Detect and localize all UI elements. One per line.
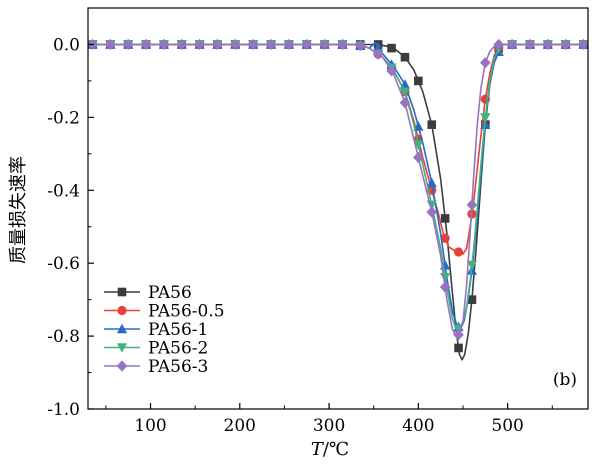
data-point-pa56-0-5-21 — [440, 233, 450, 243]
data-point-pa56-2-19 — [413, 140, 424, 151]
x-tick-label-400: 400 — [402, 416, 434, 436]
data-point-pa56-18 — [400, 52, 410, 62]
data-point-pa56-3-13 — [319, 38, 330, 51]
data-point-pa56-3-28 — [542, 38, 554, 51]
data-point-pa56-3-21 — [439, 281, 451, 293]
data-point-pa56-3-8 — [230, 38, 241, 51]
data-point-pa56-2-24 — [480, 113, 491, 123]
data-point-pa56-3-10 — [265, 38, 277, 51]
data-point-pa56-3-14 — [337, 38, 348, 51]
data-point-pa56-19 — [414, 76, 423, 86]
data-point-pa56-3-6 — [194, 38, 205, 51]
data-point-pa56-17 — [387, 43, 396, 53]
legend-marker-pa56-3 — [116, 360, 128, 372]
data-point-pa56-3-1 — [105, 38, 116, 51]
legend-item-pa56-3: PA56-3 — [104, 357, 208, 377]
x-tick-label-200: 200 — [224, 416, 256, 436]
data-point-pa56-0-5-22 — [453, 247, 464, 257]
legend-item-pa56-2: PA56-2 — [104, 339, 208, 359]
data-point-pa56-3-9 — [247, 38, 259, 51]
legend-label-pa56-1: PA56-1 — [148, 320, 208, 340]
data-point-pa56-23 — [467, 295, 477, 304]
y-tick-label-2: -0.4 — [47, 181, 80, 201]
data-point-pa56-21 — [440, 214, 450, 223]
legend-label-pa56-3: PA56-3 — [148, 357, 208, 377]
data-point-pa56-3-17 — [386, 65, 397, 77]
series-layer — [88, 38, 588, 361]
data-point-pa56-20 — [427, 120, 437, 129]
data-point-pa56-3-23 — [466, 199, 478, 211]
data-point-pa56-3-19 — [413, 151, 424, 164]
data-point-pa56-1-16 — [373, 41, 384, 52]
data-point-pa56-3-29 — [560, 38, 571, 51]
legend-label-pa56: PA56 — [148, 283, 192, 303]
axes-layer: 100 200 300 400 500 0.0 -0.2 -0.4 -0.6 -0.8 -1.0 — [47, 7, 589, 436]
data-point-pa56-2-21 — [440, 272, 451, 283]
panel-label: (b) — [553, 370, 577, 390]
y-tick-label-4: -0.8 — [47, 327, 80, 347]
data-point-pa56-3-27 — [524, 38, 536, 51]
y-tick-label-3: -0.6 — [47, 254, 80, 274]
data-point-pa56-3-16 — [372, 48, 384, 60]
legend-marker-pa56 — [117, 287, 127, 297]
y-tick-label-0: 0.0 — [53, 35, 80, 55]
data-point-pa56-3-12 — [301, 38, 313, 51]
data-point-pa56-3-25 — [493, 38, 505, 51]
data-point-pa56-3-7 — [212, 38, 223, 51]
legend-label-pa56-2: PA56-2 — [148, 339, 208, 359]
x-tick-label-100: 100 — [134, 416, 166, 436]
plot-area — [88, 8, 588, 409]
y-tick-label-5: -1.0 — [47, 400, 80, 420]
data-point-pa56-1-19 — [413, 121, 424, 131]
data-point-pa56-3-3 — [140, 38, 152, 51]
data-point-pa56-22 — [454, 343, 463, 353]
x-axis-label: T/℃ — [311, 439, 349, 460]
legend-marker-pa56-1 — [116, 323, 128, 334]
data-point-pa56-2-18 — [399, 87, 411, 98]
y-tick-label-1: -0.2 — [47, 108, 80, 128]
data-point-pa56-3-11 — [283, 38, 295, 51]
data-point-pa56-1-20 — [426, 177, 437, 188]
x-tick-label-300: 300 — [313, 416, 345, 436]
y-axis-label: 质量损失速率 — [8, 156, 29, 264]
legend-item-pa56-0-5: PA56-0.5 — [104, 302, 225, 322]
x-axis-label-unit: /℃ — [323, 439, 349, 460]
legend-marker-pa56-2 — [116, 343, 128, 353]
x-tick-label-500: 500 — [491, 416, 523, 436]
legend-label-pa56-0-5: PA56-0.5 — [148, 302, 225, 322]
data-point-pa56-3-20 — [426, 206, 438, 218]
series-pa56-3 — [88, 38, 588, 341]
data-point-pa56-3-30 — [578, 38, 588, 51]
legend-item-pa56: PA56 — [104, 283, 192, 303]
data-point-pa56-3-24 — [480, 57, 491, 69]
x-axis-label-italic: T — [311, 439, 325, 460]
data-point-pa56-3-22 — [453, 329, 464, 341]
legend-item-pa56-1: PA56-1 — [104, 320, 208, 340]
data-point-pa56-2-23 — [466, 260, 478, 271]
plot-frame — [87, 7, 589, 410]
data-point-pa56-3-5 — [176, 38, 188, 51]
data-point-pa56-3-15 — [355, 40, 366, 52]
data-point-pa56-3-4 — [158, 38, 170, 51]
legend-marker-pa56-0-5 — [117, 305, 127, 316]
data-point-pa56-3-26 — [506, 38, 518, 51]
data-point-pa56-3-2 — [122, 38, 134, 51]
data-point-pa56-3-18 — [399, 97, 411, 109]
